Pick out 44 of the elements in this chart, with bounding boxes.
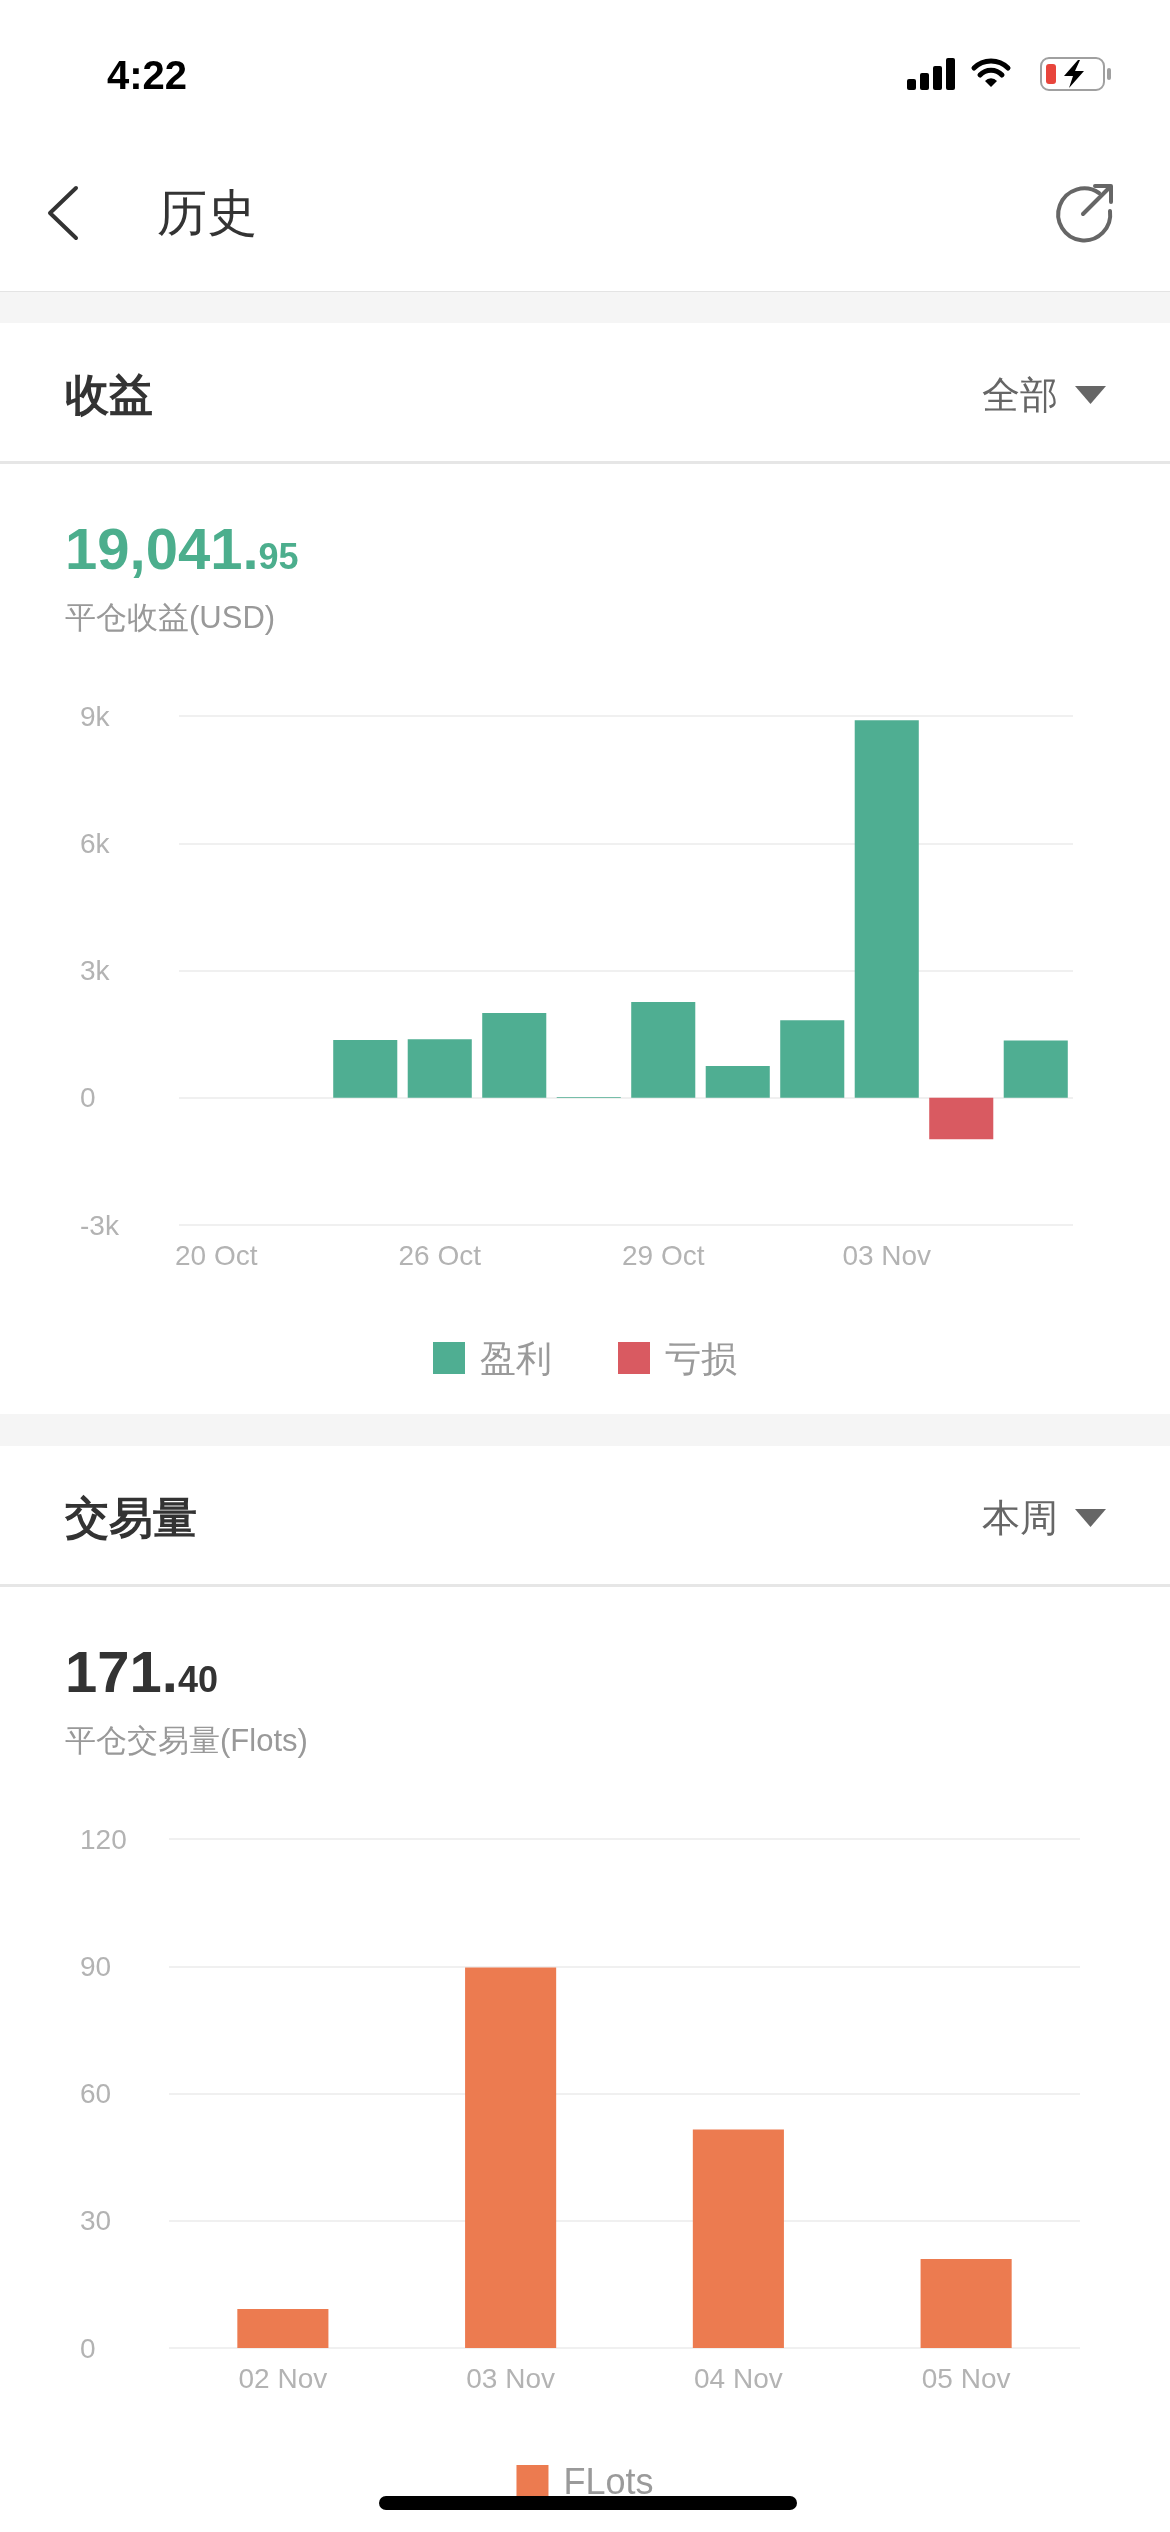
chart-subtitle: 平仓交易量(Flots) [65, 1722, 308, 1760]
y-tick-label: 90 [80, 1950, 112, 1982]
bar [465, 1967, 557, 2348]
bar [920, 2258, 1012, 2348]
bar [929, 1097, 994, 1140]
x-tick-label: 03 Nov [466, 2362, 555, 2394]
text: 19,041.95 [65, 516, 299, 581]
chart-subtitle: 平仓收益(USD) [65, 599, 276, 637]
bar [407, 1039, 472, 1098]
bar [780, 1020, 845, 1098]
chart-title: 收益 [65, 369, 153, 421]
chart-title: 交易量 [65, 1492, 197, 1544]
bar [237, 2308, 329, 2348]
x-tick-label: 26 Oct [398, 1239, 482, 1271]
text: 171.40 [65, 1639, 218, 1704]
y-tick-label: -3k [80, 1209, 120, 1241]
y-tick-label: 120 [80, 1823, 127, 1855]
y-tick-label: 0 [80, 2332, 96, 2364]
legend-label: FLots [563, 2460, 654, 2502]
bar [705, 1065, 770, 1098]
x-tick-label: 03 Nov [842, 1239, 932, 1271]
legend-label: 亏损 [665, 1337, 737, 1379]
bar [1003, 1040, 1068, 1098]
y-tick-label: 6k [80, 827, 111, 859]
y-tick-label: 9k [80, 700, 111, 732]
y-tick-label: 60 [80, 2078, 112, 2109]
bar [333, 1040, 398, 1098]
text: 4:22 [107, 52, 188, 98]
x-tick-label: 20 Oct [175, 1239, 258, 1271]
y-tick-label: 30 [80, 2205, 112, 2237]
x-tick-label: 04 Nov [694, 2362, 783, 2394]
bar [631, 1001, 696, 1098]
bar [692, 2129, 784, 2348]
x-tick-label: 02 Nov [238, 2362, 328, 2394]
legend-label: 盈利 [480, 1337, 552, 1379]
y-tick-label: 3k [80, 955, 111, 986]
text: 全部 [982, 373, 1058, 418]
bar [482, 1012, 547, 1098]
bar [854, 720, 919, 1098]
y-tick-label: 0 [80, 1082, 96, 1114]
text: 历史 [157, 184, 257, 243]
x-tick-label: 05 Nov [921, 2362, 1011, 2394]
text: 本周 [982, 1496, 1058, 1541]
x-tick-label: 29 Oct [622, 1239, 705, 1271]
